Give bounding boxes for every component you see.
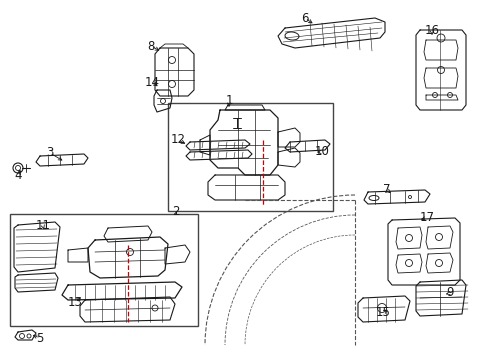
Text: 6: 6: [301, 12, 308, 24]
Text: 1: 1: [225, 94, 232, 108]
Text: 12: 12: [170, 134, 185, 147]
Text: 7: 7: [383, 184, 390, 197]
Text: 3: 3: [46, 147, 54, 159]
Text: 13: 13: [67, 296, 82, 309]
Text: 11: 11: [36, 220, 50, 233]
Text: 10: 10: [314, 145, 329, 158]
Text: 15: 15: [375, 306, 389, 320]
Text: 14: 14: [144, 76, 159, 89]
Text: 2: 2: [172, 206, 180, 219]
Text: 16: 16: [424, 23, 439, 36]
Text: 17: 17: [419, 211, 434, 225]
Text: 5: 5: [36, 332, 43, 345]
Text: 8: 8: [147, 40, 154, 53]
Text: 9: 9: [446, 287, 453, 300]
Bar: [10, 214, 198, 326]
Bar: [168, 103, 332, 211]
Text: 4: 4: [14, 170, 21, 183]
